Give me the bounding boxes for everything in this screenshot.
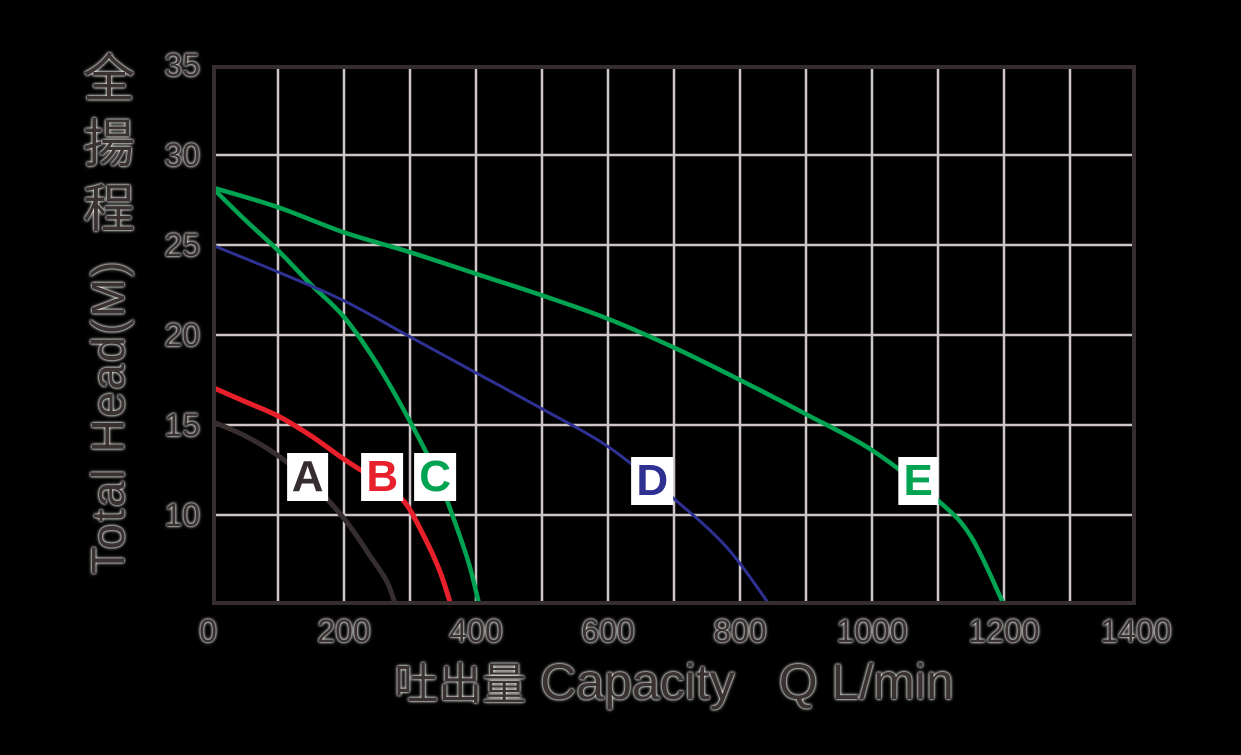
x-tick-800: 800	[713, 613, 767, 649]
x-tick-1000: 1000	[836, 613, 908, 649]
y-tick-15: 15	[164, 407, 200, 443]
x-tick-1200: 1200	[968, 613, 1040, 649]
x-tick-0: 0	[199, 613, 217, 649]
plot-frame	[212, 65, 1136, 605]
x-tick-400: 400	[449, 613, 503, 649]
series-label-D: D	[631, 456, 674, 505]
x-tick-600: 600	[581, 613, 635, 649]
curves-canvas	[212, 65, 1136, 605]
y-tick-35: 35	[164, 47, 200, 83]
y-axis-label-cjk: 全揚程	[82, 51, 135, 239]
x-tick-1400: 1400	[1100, 613, 1172, 649]
x-axis-label-cjk: 吐出量	[394, 660, 527, 709]
y-axis-label-en: Total Head(M)	[82, 259, 134, 575]
series-label-A: A	[286, 453, 329, 502]
series-label-E: E	[898, 456, 938, 505]
curve-C	[212, 185, 482, 605]
x-axis-label: 吐出量 Capacity Q L/min	[212, 648, 1136, 712]
curve-B	[212, 384, 454, 605]
series-label-B: B	[361, 453, 404, 502]
x-axis-label-unit: Q L/min	[778, 654, 954, 710]
series-label-C: C	[414, 453, 456, 502]
x-axis-label-capacity: Capacity	[540, 654, 735, 710]
x-tick-200: 200	[317, 613, 371, 649]
curve-D	[212, 243, 772, 605]
y-tick-30: 30	[164, 137, 200, 173]
y-tick-25: 25	[164, 227, 200, 263]
y-tick-20: 20	[164, 317, 200, 353]
y-tick-10: 10	[164, 497, 200, 533]
curve-A	[212, 418, 398, 605]
